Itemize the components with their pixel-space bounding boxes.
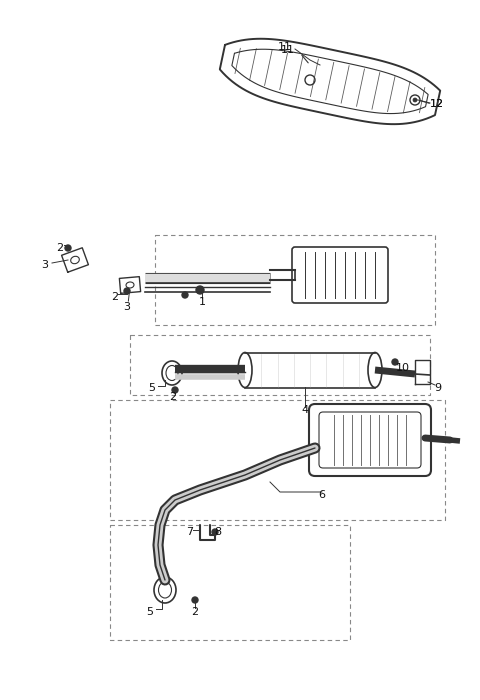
Text: 11: 11 xyxy=(278,42,292,52)
Circle shape xyxy=(172,387,178,393)
Text: 2: 2 xyxy=(57,243,63,253)
Circle shape xyxy=(182,292,188,298)
Text: 2: 2 xyxy=(169,392,177,402)
Text: 4: 4 xyxy=(301,405,309,415)
Circle shape xyxy=(196,286,204,294)
Circle shape xyxy=(65,245,71,251)
Text: 5: 5 xyxy=(146,607,154,617)
Text: 9: 9 xyxy=(434,383,442,393)
Text: 10: 10 xyxy=(396,363,410,373)
Text: 3: 3 xyxy=(123,302,131,312)
Text: 12: 12 xyxy=(430,99,444,109)
Text: 6: 6 xyxy=(319,490,325,500)
Text: 3: 3 xyxy=(41,260,48,270)
Text: 2: 2 xyxy=(192,607,199,617)
Text: 2: 2 xyxy=(111,292,119,302)
Text: 12: 12 xyxy=(430,99,444,109)
Circle shape xyxy=(124,288,130,294)
Text: 5: 5 xyxy=(148,383,156,393)
Text: 7: 7 xyxy=(186,527,193,537)
Circle shape xyxy=(392,359,398,365)
Circle shape xyxy=(212,529,218,535)
Text: 11: 11 xyxy=(281,45,295,55)
Text: 1: 1 xyxy=(199,297,205,307)
Text: 8: 8 xyxy=(215,527,222,537)
Circle shape xyxy=(413,98,417,102)
Circle shape xyxy=(192,597,198,603)
